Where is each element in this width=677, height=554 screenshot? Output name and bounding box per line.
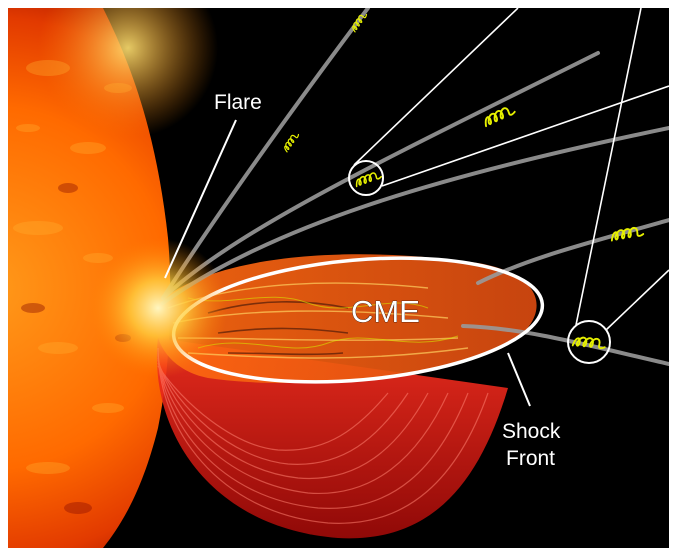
sun-texture: [13, 60, 132, 474]
magnifier-circle-icon: [348, 160, 384, 196]
shock-front-label-line2: Front: [506, 447, 555, 470]
flare-label: Flare: [214, 91, 262, 114]
flare-glow: [88, 238, 228, 378]
particle-spiral-icon: [281, 130, 300, 153]
flare-pointer: [164, 119, 237, 279]
magnifier-callouts: [348, 8, 669, 364]
sun: [8, 8, 238, 548]
shock-front-label-line1: Shock: [502, 420, 561, 443]
diagram-frame: Flare CME Shock Front: [8, 8, 669, 548]
cme-diagram: Flare CME Shock Front: [8, 8, 669, 548]
magnifier-circle-icon: [567, 320, 611, 364]
shock-front-pointer: [507, 352, 531, 407]
cme-loops: [156, 338, 508, 539]
label-pointers: [164, 119, 531, 407]
cme-label: CME: [351, 294, 420, 329]
